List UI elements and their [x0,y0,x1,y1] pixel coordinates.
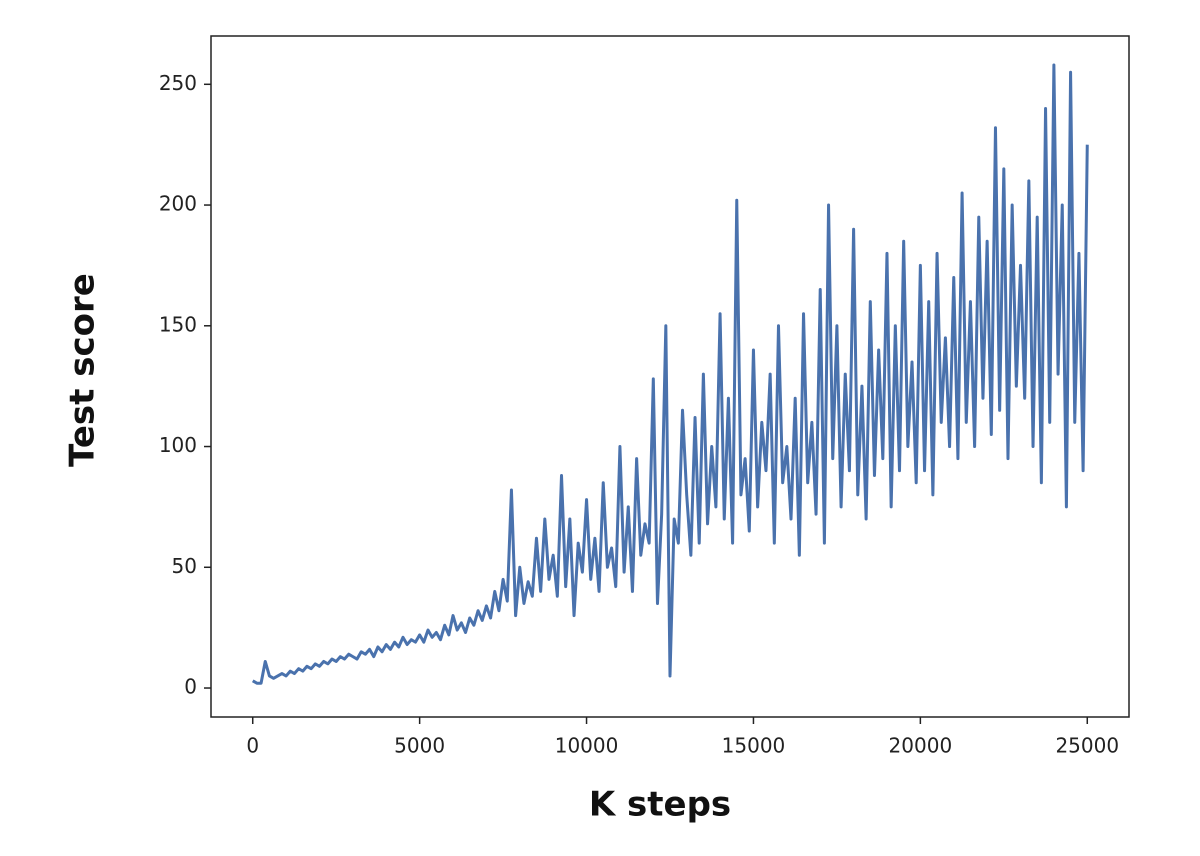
y-tick-label: 200 [159,192,197,216]
y-axis-label: Test score [63,273,103,467]
y-tick-label: 250 [159,71,197,95]
x-axis-label: K steps [589,785,731,825]
x-tick-label: 20000 [889,734,953,758]
y-tick-label: 150 [159,312,197,336]
x-tick-label: 10000 [555,734,619,758]
y-tick-label: 50 [172,554,197,578]
y-tick-label: 0 [184,675,197,699]
x-tick-label: 25000 [1055,734,1119,758]
data-line [251,63,1089,685]
x-tick-label: 15000 [722,734,786,758]
plot-frame [210,35,1130,718]
x-tick-label: 5000 [394,734,445,758]
x-tick-label: 0 [246,734,259,758]
y-tick-label: 100 [159,433,197,457]
